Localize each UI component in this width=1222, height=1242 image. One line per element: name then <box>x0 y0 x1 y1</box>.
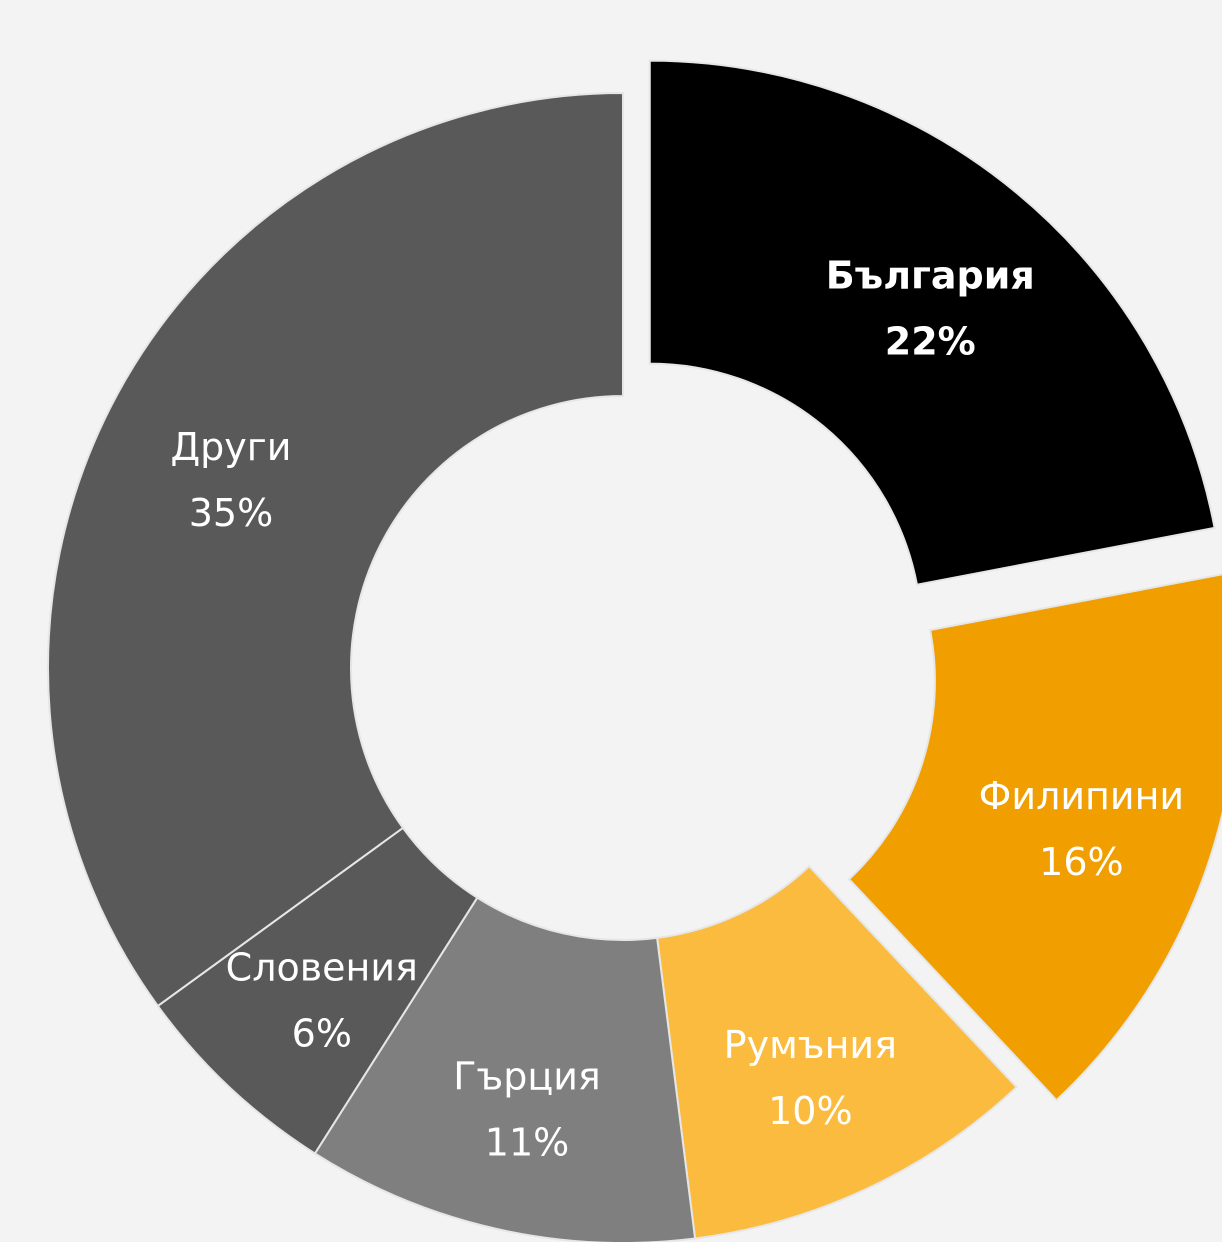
slice-value-label-2: 16% <box>1039 840 1123 884</box>
slice-label-1: България <box>826 254 1035 298</box>
slice-label-2: Филипини <box>979 774 1184 818</box>
labels-layer: България 22% Филипини 16% Румъния 10% Гърция 11… <box>170 254 1184 1165</box>
slice-value-label-6: 35% <box>189 491 273 535</box>
slice-label-4: Гърция <box>453 1054 601 1098</box>
donut-slice-1 <box>648 59 1216 586</box>
donut-slice-3 <box>655 864 1019 1240</box>
donut-slice-2 <box>847 573 1222 1102</box>
slices-layer <box>47 59 1222 1242</box>
slice-label-6: Други <box>170 425 291 469</box>
slice-value-label-5: 6% <box>292 1012 352 1056</box>
slice-label-3: Румъния <box>724 1023 897 1067</box>
donut-slice-6 <box>47 91 624 1008</box>
slice-value-label-1: 22% <box>885 320 976 364</box>
slice-value-label-4: 11% <box>485 1120 569 1164</box>
slice-label-5: Словения <box>226 946 418 990</box>
slice-value-label-3: 10% <box>768 1089 852 1133</box>
